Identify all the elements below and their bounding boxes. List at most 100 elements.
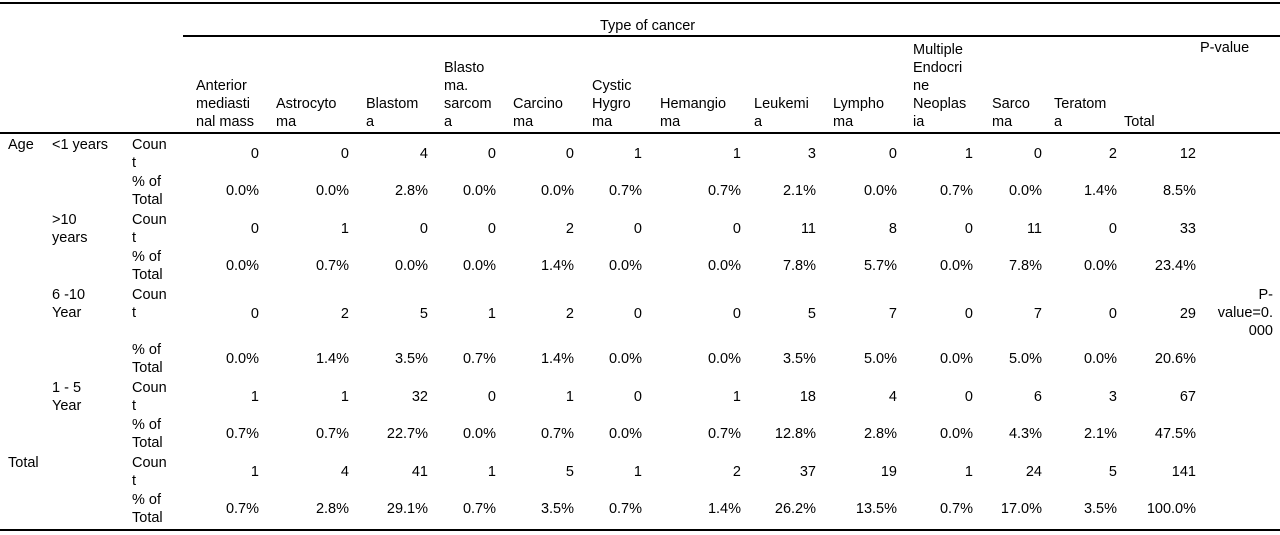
age-group-label: 1 - 5 Year — [52, 380, 82, 414]
column-header: Total — [1124, 114, 1155, 130]
table-rule — [0, 529, 1280, 531]
table-cell: 32 — [411, 389, 428, 405]
table-cell: 1 — [732, 146, 741, 162]
table-cell: 6 — [1033, 389, 1042, 405]
table-cell: 5 — [419, 306, 428, 322]
table-cell: 0.0% — [707, 258, 741, 274]
table-cell: 1 — [487, 464, 496, 480]
age-group-label: >10 years — [52, 212, 88, 246]
stat-label: % of Total — [132, 174, 163, 208]
table-cell: 3 — [807, 146, 816, 162]
table-cell: 0.0% — [225, 258, 259, 274]
row-group-label: Age — [8, 137, 34, 153]
table-cell: 0.7% — [939, 501, 973, 517]
table-cell: 12 — [1179, 146, 1196, 162]
table-cell: 5 — [565, 464, 574, 480]
table-cell: 0.7% — [225, 501, 259, 517]
table-cell: 2.8% — [315, 501, 349, 517]
column-header: Multiple Endocri ne Neoplas ia — [913, 42, 967, 130]
table-cell: 0 — [1033, 146, 1042, 162]
table-cell: 0.0% — [540, 183, 574, 199]
table-cell: 0 — [487, 389, 496, 405]
table-cell: 1 — [487, 306, 496, 322]
table-cell: 1 — [964, 146, 973, 162]
stat-label: Coun t — [132, 380, 167, 414]
table-cell: 8 — [888, 221, 897, 237]
table-cell: 0.0% — [939, 258, 973, 274]
table-cell: 0.7% — [608, 183, 642, 199]
table-cell: 0.7% — [707, 183, 741, 199]
column-header: Astrocyto ma — [276, 96, 337, 130]
table-cell: 0.0% — [462, 183, 496, 199]
table-cell: 0 — [250, 221, 259, 237]
table-cell: 0.0% — [608, 351, 642, 367]
table-cell: 0.7% — [225, 426, 259, 442]
table-rule — [0, 2, 1280, 4]
table-cell: 1 — [340, 221, 349, 237]
table-cell: 0 — [964, 221, 973, 237]
table-cell: 26.2% — [774, 501, 816, 517]
table-cell: 67 — [1179, 389, 1196, 405]
table-cell: 2.8% — [863, 426, 897, 442]
table-cell: 0 — [1108, 221, 1117, 237]
table-cell: 37 — [799, 464, 816, 480]
table-cell: 33 — [1179, 221, 1196, 237]
table-cell: 12.8% — [774, 426, 816, 442]
table-cell: 3.5% — [394, 351, 428, 367]
table-cell: 24 — [1025, 464, 1042, 480]
table-cell: 0.7% — [315, 258, 349, 274]
table-cell: 1 — [565, 389, 574, 405]
table-cell: 0.0% — [939, 426, 973, 442]
table-cell: 0.7% — [315, 426, 349, 442]
table-cell: 22.7% — [386, 426, 428, 442]
table-cell: 0.7% — [540, 426, 574, 442]
table-cell: 0.7% — [462, 501, 496, 517]
table-cell: 3.5% — [540, 501, 574, 517]
pvalue-header: P-value — [1200, 40, 1250, 56]
stat-label: Coun t — [132, 137, 167, 171]
table-cell: 0 — [250, 146, 259, 162]
table-cell: 3 — [1108, 389, 1117, 405]
column-header: Blastom a — [366, 96, 419, 130]
table-cell: 0.0% — [394, 258, 428, 274]
table-cell: 5.7% — [863, 258, 897, 274]
table-cell: 0 — [565, 146, 574, 162]
table-rule — [183, 35, 1280, 37]
table-cell: 0 — [250, 306, 259, 322]
table-cell: 0 — [419, 221, 428, 237]
table-cell: 7 — [888, 306, 897, 322]
stat-label: Coun t — [132, 212, 167, 246]
table-cell: 0.0% — [608, 258, 642, 274]
table-cell: 1.4% — [707, 501, 741, 517]
table-cell: 2.1% — [782, 183, 816, 199]
table-cell: 0 — [487, 221, 496, 237]
table-cell: 1 — [732, 389, 741, 405]
column-header: Cystic Hygro ma — [592, 78, 632, 130]
table-cell: 2 — [340, 306, 349, 322]
table-cell: 19 — [880, 464, 897, 480]
table-cell: 0 — [633, 221, 642, 237]
table-cell: 0 — [633, 389, 642, 405]
table-cell: 2 — [1108, 146, 1117, 162]
table-cell: 0.0% — [1083, 258, 1117, 274]
table-cell: 1 — [250, 389, 259, 405]
table-cell: 141 — [1171, 464, 1196, 480]
table-cell: 1 — [633, 146, 642, 162]
table-cell: 5 — [1108, 464, 1117, 480]
table-cell: 5 — [807, 306, 816, 322]
column-header: Blasto ma. sarcom a — [444, 60, 492, 130]
table-cell: 2.8% — [394, 183, 428, 199]
table-cell: 3.5% — [782, 351, 816, 367]
column-header: Carcino ma — [513, 96, 563, 130]
table-cell: 1.4% — [540, 258, 574, 274]
table-cell: 100.0% — [1146, 501, 1196, 517]
table-cell: 13.5% — [855, 501, 897, 517]
table-cell: 0 — [888, 146, 897, 162]
table-cell: 0.7% — [707, 426, 741, 442]
table-cell: 3.5% — [1083, 501, 1117, 517]
table-cell: 11 — [1026, 221, 1042, 237]
table-cell: 0.7% — [939, 183, 973, 199]
table-cell: 0.0% — [707, 351, 741, 367]
table-cell: 4 — [888, 389, 897, 405]
table-cell: 7 — [1033, 306, 1042, 322]
